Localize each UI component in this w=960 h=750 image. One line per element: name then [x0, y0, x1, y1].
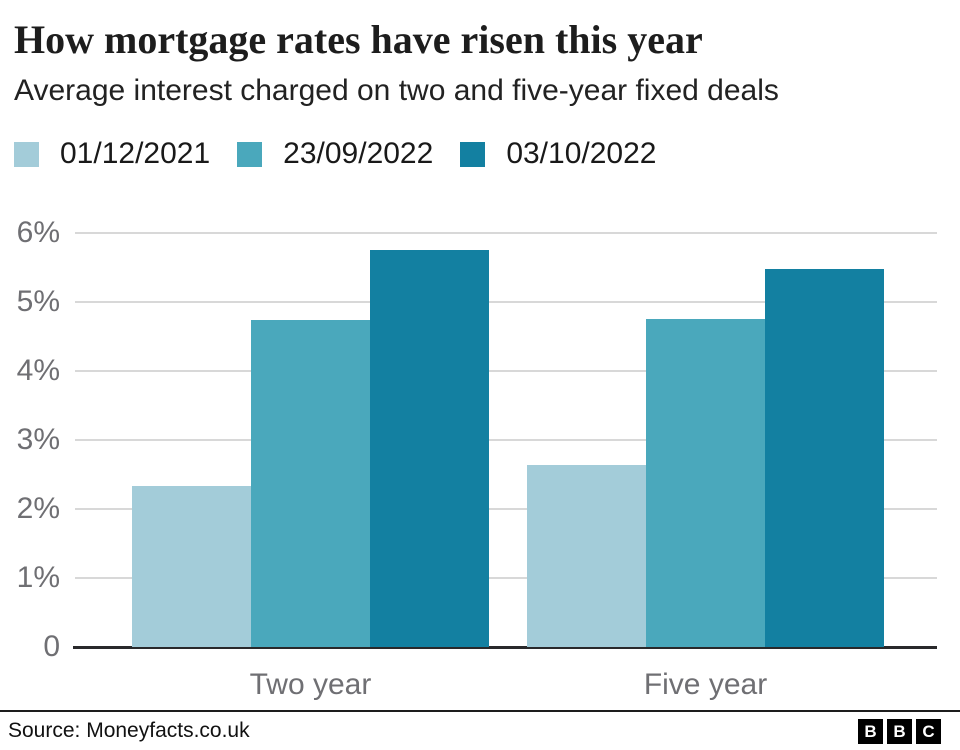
gridline: [75, 301, 937, 303]
x-category-label: Five year: [643, 668, 768, 701]
gridline: [75, 232, 937, 234]
legend: 01/12/2021 23/09/2022 03/10/2022: [14, 139, 656, 169]
source-label: Source: Moneyfacts.co.uk: [8, 719, 250, 742]
x-axis-line: [73, 646, 937, 649]
legend-item: 01/12/2021: [14, 139, 210, 169]
bar: [370, 250, 489, 647]
y-tick-label: 0: [43, 630, 60, 663]
gridline: [75, 370, 937, 372]
gridline: [75, 508, 937, 510]
legend-label: 03/10/2022: [506, 137, 657, 170]
bar: [132, 485, 251, 647]
legend-label: 01/12/2021: [60, 137, 211, 170]
legend-swatch-icon: [14, 141, 39, 167]
bar: [765, 268, 884, 647]
bbc-logo-block: B: [858, 719, 883, 744]
chart-title: How mortgage rates have risen this year: [14, 17, 703, 62]
bbc-logo-block: C: [916, 719, 941, 744]
y-tick-label: 4%: [16, 354, 60, 387]
legend-item: 03/10/2022: [460, 139, 656, 169]
chart-subtitle: Average interest charged on two and five…: [14, 74, 779, 107]
legend-item: 23/09/2022: [237, 139, 433, 169]
y-tick-label: 6%: [16, 216, 60, 249]
y-tick-label: 5%: [16, 285, 60, 318]
bbc-logo-block: B: [887, 719, 912, 744]
bar: [251, 319, 370, 647]
gridline: [75, 577, 937, 579]
y-tick-label: 1%: [16, 561, 60, 594]
gridline: [75, 439, 937, 441]
bar: [646, 319, 765, 647]
y-tick-label: 2%: [16, 492, 60, 525]
legend-swatch-icon: [460, 141, 486, 167]
bar: [527, 464, 646, 647]
legend-swatch-icon: [237, 141, 263, 167]
x-category-label: Two year: [249, 668, 372, 701]
y-tick-label: 3%: [16, 423, 60, 456]
footer-divider: [0, 710, 960, 712]
legend-label: 23/09/2022: [283, 137, 434, 170]
